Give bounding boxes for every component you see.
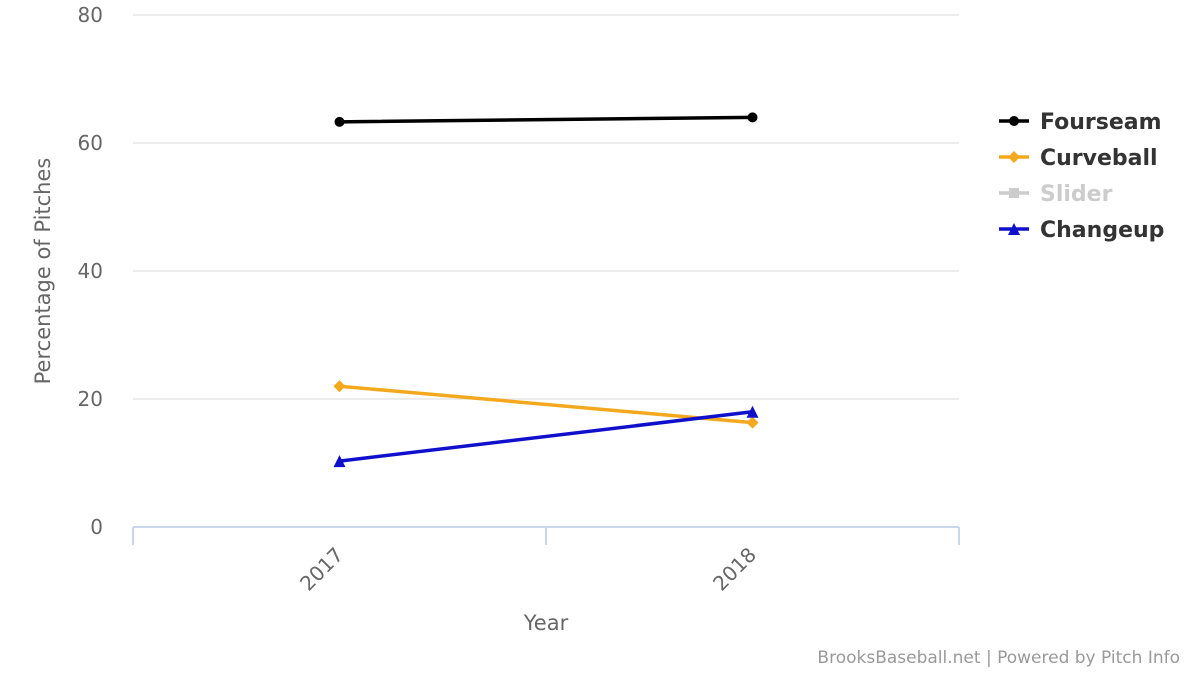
data-point-changeup[interactable] bbox=[333, 455, 346, 468]
series-lines bbox=[333, 112, 759, 468]
y-axis-title: Percentage of Pitches bbox=[31, 158, 55, 385]
legend-label: Changeup bbox=[1040, 218, 1164, 243]
legend-item-slider[interactable]: Slider bbox=[999, 182, 1113, 207]
x-tick-label: 2017 bbox=[295, 543, 348, 596]
y-tick-label: 60 bbox=[78, 131, 103, 155]
data-point-fourseam[interactable] bbox=[747, 112, 758, 123]
legend-marker bbox=[1009, 116, 1019, 126]
x-axis bbox=[132, 526, 960, 545]
data-point-curveball[interactable] bbox=[333, 380, 346, 393]
legend[interactable]: Fourseam Curveball Slider Changeup bbox=[999, 110, 1164, 243]
data-point-curveball[interactable] bbox=[746, 416, 759, 429]
legend-label: Curveball bbox=[1040, 146, 1158, 171]
gridlines bbox=[133, 14, 959, 400]
data-point-fourseam[interactable] bbox=[334, 116, 345, 127]
x-axis-title: Year bbox=[523, 611, 569, 635]
series-line-changeup bbox=[337, 410, 755, 463]
legend-marker bbox=[1008, 151, 1020, 163]
legend-marker bbox=[1009, 188, 1019, 198]
x-axis-ticks: 2017 2018 bbox=[295, 543, 761, 596]
series-line-curveball bbox=[337, 384, 755, 425]
x-tick-label: 2018 bbox=[708, 543, 761, 596]
legend-item-fourseam[interactable]: Fourseam bbox=[999, 110, 1162, 135]
legend-item-curveball[interactable]: Curveball bbox=[999, 146, 1158, 171]
credit-text: BrooksBaseball.net | Powered by Pitch In… bbox=[817, 648, 1180, 668]
y-axis-ticks: 0 20 40 60 80 bbox=[78, 3, 103, 539]
legend-item-changeup[interactable]: Changeup bbox=[999, 218, 1164, 243]
data-point-changeup[interactable] bbox=[746, 405, 759, 418]
y-tick-label: 40 bbox=[78, 259, 103, 283]
legend-marker bbox=[1008, 223, 1020, 235]
legend-label: Slider bbox=[1040, 182, 1113, 207]
series-line-fourseam bbox=[337, 115, 755, 124]
y-tick-label: 20 bbox=[78, 387, 103, 411]
y-tick-label: 80 bbox=[78, 3, 103, 27]
y-tick-label: 0 bbox=[90, 515, 103, 539]
legend-label: Fourseam bbox=[1040, 110, 1162, 135]
